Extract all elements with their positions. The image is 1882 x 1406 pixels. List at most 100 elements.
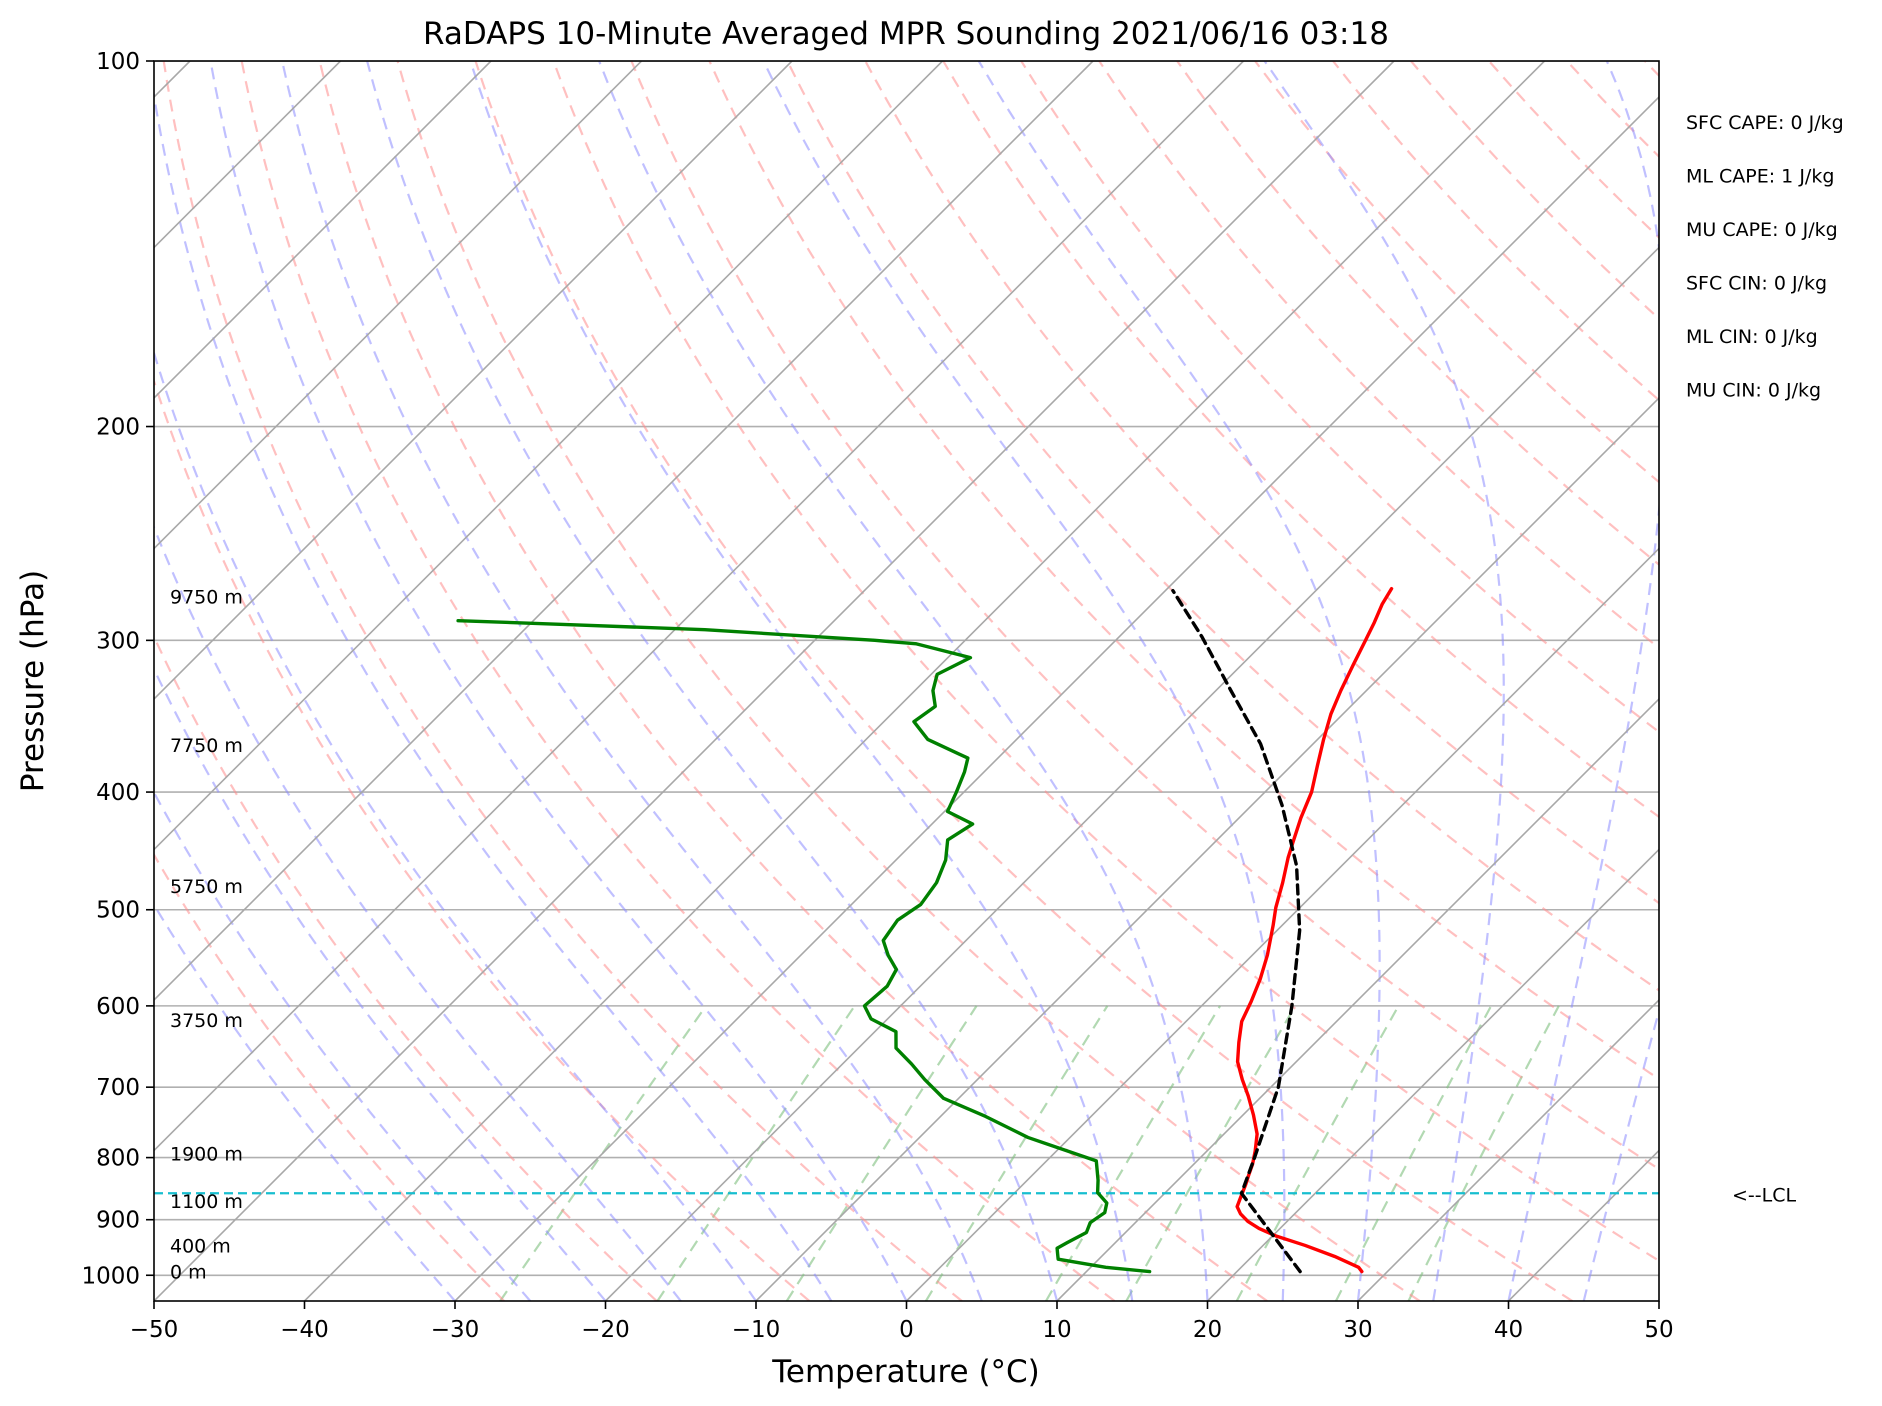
y-axis-label: Pressure (hPa) [15, 570, 51, 792]
x-tick-label: 10 [1042, 1317, 1071, 1343]
isotherm-line [454, 95, 1659, 1301]
x-tick-label: −50 [130, 1317, 179, 1343]
y-tick-label: 700 [96, 1075, 140, 1101]
temperature-profile-line [1235, 586, 1394, 1274]
stat-label: MU CIN: 0 J/kg [1686, 380, 1821, 402]
y-tick-label: 300 [96, 628, 140, 654]
dry-adiabat-line [154, 634, 658, 1301]
stat-label: ML CIN: 0 J/kg [1686, 326, 1818, 348]
x-axis-label: Temperature (°C) [771, 1354, 1040, 1390]
mixing-ratio-line [1045, 1005, 1221, 1301]
isotherm-line [755, 396, 1659, 1301]
x-tick-label: −10 [732, 1317, 781, 1343]
y-tick-label: 100 [96, 49, 140, 75]
lcl-label: <--LCL [1732, 1184, 1796, 1206]
height-label: 5750 m [170, 876, 243, 898]
x-tick-label: 50 [1644, 1317, 1673, 1343]
y-tick-label: 900 [96, 1208, 140, 1234]
stat-label: SFC CAPE: 0 J/kg [1686, 112, 1844, 134]
x-tick-label: 40 [1494, 1317, 1523, 1343]
isotherm-line [154, 61, 1094, 1002]
isotherm-line [1357, 998, 1659, 1301]
x-tick-label: −40 [280, 1317, 329, 1343]
moist-adiabat-line [598, 61, 1209, 1301]
parcel-profile-line [1171, 588, 1302, 1274]
moist-adiabat-line [154, 89, 833, 1301]
height-label: 7750 m [170, 735, 243, 757]
instability-stats: SFC CAPE: 0 J/kg ML CAPE: 1 J/kg MU CAPE: … [1686, 112, 1844, 402]
dry-adiabat-line [396, 61, 1421, 1301]
mixing-ratio-line [1125, 1005, 1297, 1301]
moist-adiabat-line [977, 61, 1381, 1301]
height-label: 1900 m [170, 1144, 243, 1166]
mixing-ratio-line [1407, 1005, 1560, 1301]
moist-adiabat-line [469, 61, 1134, 1301]
y-tick-label: 1000 [81, 1263, 140, 1289]
isotherm-line [154, 61, 1245, 1152]
moist-adiabat-line [154, 666, 607, 1301]
dry-adiabat-line [240, 61, 1116, 1301]
isotherm-line [1056, 697, 1659, 1301]
y-axis-ticks: 100 200 300 400 500 600 700 800 900 1000 [81, 49, 154, 1289]
isotherm-line [154, 61, 793, 701]
dry-adiabat-line [474, 61, 1573, 1301]
x-axis-ticks: −50 −40 −30 −20 −10 0 10 20 30 40 50 [130, 1301, 1674, 1343]
x-tick-label: 0 [899, 1317, 914, 1343]
moist-adiabat-line [762, 61, 1286, 1301]
height-label: 3750 m [170, 1010, 243, 1032]
isotherm-line [154, 61, 1395, 1301]
moist-adiabat-line [1263, 61, 1505, 1301]
moist-adiabat-line [154, 902, 456, 1301]
sounding-profiles [456, 586, 1394, 1274]
moist-adiabat-line [1582, 1006, 1659, 1301]
dry-adiabat-line [1332, 61, 1659, 402]
y-tick-label: 600 [96, 994, 140, 1020]
dry-adiabat-line [162, 61, 963, 1301]
moist-adiabat-line [209, 61, 908, 1301]
mixing-ratio-lines [499, 1005, 1560, 1301]
moist-adiabat-line [154, 790, 532, 1301]
y-tick-label: 500 [96, 898, 140, 924]
dry-adiabat-line [318, 61, 1268, 1301]
moist-adiabat-line [281, 61, 983, 1301]
dry-adiabat-line [1020, 61, 1659, 734]
mixing-ratio-line [1235, 1005, 1400, 1301]
dry-adiabat-line [552, 61, 1659, 1263]
y-tick-label: 800 [96, 1146, 140, 1172]
x-tick-label: 20 [1193, 1317, 1222, 1343]
isotherm-line [1206, 848, 1659, 1301]
isotherm-line [154, 61, 944, 851]
dry-adiabat-line [1410, 61, 1659, 321]
chart-title: RaDAPS 10-Minute Averaged MPR Sounding 2… [423, 16, 1389, 52]
isotherm-line [154, 61, 643, 550]
mixing-ratio-line [1334, 1005, 1493, 1301]
grid-lines [154, 61, 1659, 1277]
isotherm-line [905, 547, 1659, 1301]
y-tick-label: 400 [96, 780, 140, 806]
isotherm-line [303, 61, 1546, 1301]
stat-label: SFC CIN: 0 J/kg [1686, 273, 1827, 295]
dry-adiabat-line [630, 61, 1659, 1171]
x-tick-label: −20 [581, 1317, 630, 1343]
height-labels: 9750 m 7750 m 5750 m 3750 m 1900 m 1100 m 400 … [170, 586, 243, 1283]
dry-adiabat-line [1176, 61, 1659, 567]
dry-adiabat-line [708, 61, 1659, 1081]
isotherm-line [154, 61, 492, 400]
x-tick-label: −30 [431, 1317, 480, 1343]
mixing-ratio-line [924, 1005, 1109, 1301]
moist-adiabats [154, 61, 1659, 1301]
height-label: 400 m [170, 1235, 231, 1257]
y-tick-label: 200 [96, 415, 140, 441]
dry-adiabat-line [1098, 61, 1659, 650]
height-label: 0 m [170, 1262, 207, 1284]
height-label: 1100 m [170, 1191, 243, 1213]
dry-adiabat-line [786, 61, 1659, 992]
dry-adiabat-line [942, 61, 1659, 819]
x-tick-label: 30 [1343, 1317, 1372, 1343]
stat-label: ML CAPE: 1 J/kg [1686, 166, 1834, 188]
moist-adiabat-line [154, 524, 682, 1301]
stat-label: MU CAPE: 0 J/kg [1686, 219, 1838, 241]
height-label: 9750 m [170, 586, 243, 608]
